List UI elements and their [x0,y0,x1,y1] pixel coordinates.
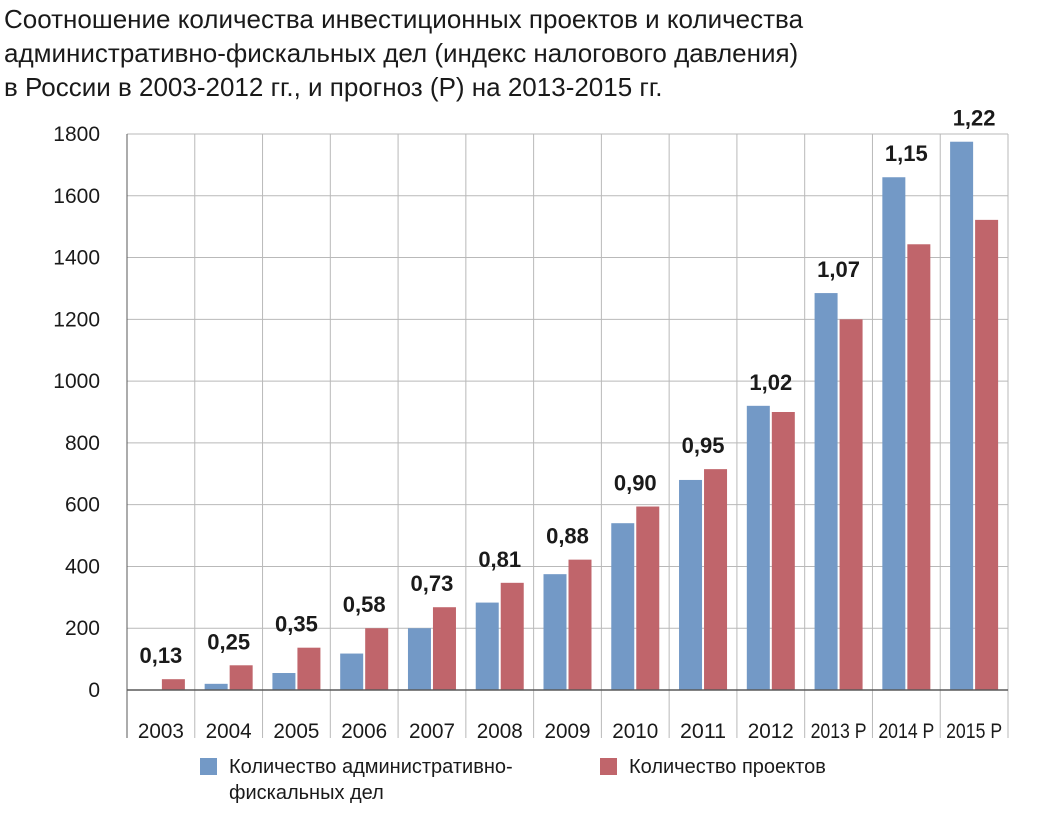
y-tick-label: 1600 [53,185,100,208]
bar-projects [568,559,592,690]
bar-projects [297,647,321,690]
legend-swatch-projects [600,758,617,775]
bar-projects [432,607,456,690]
bar-cases [611,523,635,690]
chart-title: Соотношение количества инвестиционных пр… [4,2,1024,104]
bar-projects [229,665,253,690]
x-tick-label: 2009 [545,720,591,743]
x-tick-label: 2012 [748,720,794,743]
index-annotation: 1,07 [817,257,860,282]
y-tick-label: 1200 [53,308,100,331]
y-tick-label: 1800 [53,123,100,146]
legend: Количество административно- фискальных д… [200,754,1020,814]
x-tick-label: 2004 [206,720,252,743]
index-annotation: 0,58 [343,592,386,617]
index-annotation: 0,90 [614,471,657,496]
bar-cases [340,653,364,690]
x-tick-label: 2013 Р [811,720,867,743]
bar-projects [365,628,389,690]
y-tick-label: 400 [65,555,100,578]
x-tick-label: 2008 [477,720,523,743]
x-tick-label: 2006 [341,720,387,743]
x-tick-label: 2014 Р [878,720,934,743]
bar-cases [882,177,906,690]
bar-projects [636,506,660,690]
y-tick-label: 600 [65,494,100,517]
bar-cases [475,602,499,690]
index-annotation: 0,95 [682,433,725,458]
bar-cases [679,479,703,690]
bar-projects [975,219,999,691]
x-tick-label: 2015 Р [946,720,1002,743]
title-line: административно-фискальных дел (индекс н… [4,38,799,68]
legend-item-cases: Количество административно- фискальных д… [200,754,513,806]
bar-cases [204,683,228,690]
legend-label-projects: Количество проектов [629,756,826,778]
bar-projects [500,582,524,690]
index-annotation: 1,15 [885,141,928,166]
bar-cases [543,574,567,690]
index-annotation: 1,02 [749,370,792,395]
bar-cases [272,673,296,690]
index-annotation: 0,25 [207,629,250,654]
y-tick-label: 200 [65,617,100,640]
index-annotation: 0,88 [546,524,589,549]
x-tick-label: 2011 [680,720,726,743]
bar-projects [771,412,795,690]
title-line: в России в 2003-2012 гг., и прогноз (Р) … [4,72,663,102]
index-annotation: 0,13 [139,643,182,668]
bar-projects [907,244,931,691]
index-annotation: 0,81 [478,547,521,572]
bar-projects [161,679,185,690]
y-tick-label: 1000 [53,370,100,393]
bar-projects [704,469,728,690]
legend-label-cases: Количество административно- фискальных д… [229,756,513,804]
y-tick-label: 1400 [53,247,100,270]
legend-item-projects: Количество проектов [600,754,826,780]
x-tick-label: 2010 [612,720,658,743]
index-annotation: 0,35 [275,612,318,637]
bar-cases [746,405,770,690]
bar-cases [950,141,974,690]
index-annotation: 1,22 [953,106,996,131]
bar-cases [814,293,838,690]
x-tick-label: 2005 [273,720,319,743]
y-tick-label: 0 [88,679,100,702]
title-line: Соотношение количества инвестиционных пр… [4,4,804,34]
bar-cases [407,628,431,690]
y-tick-label: 800 [65,432,100,455]
index-annotation: 0,73 [411,571,454,596]
bar-projects [839,319,863,690]
x-tick-label: 2007 [409,720,455,743]
legend-swatch-cases [200,758,217,775]
x-tick-label: 2003 [138,720,184,743]
